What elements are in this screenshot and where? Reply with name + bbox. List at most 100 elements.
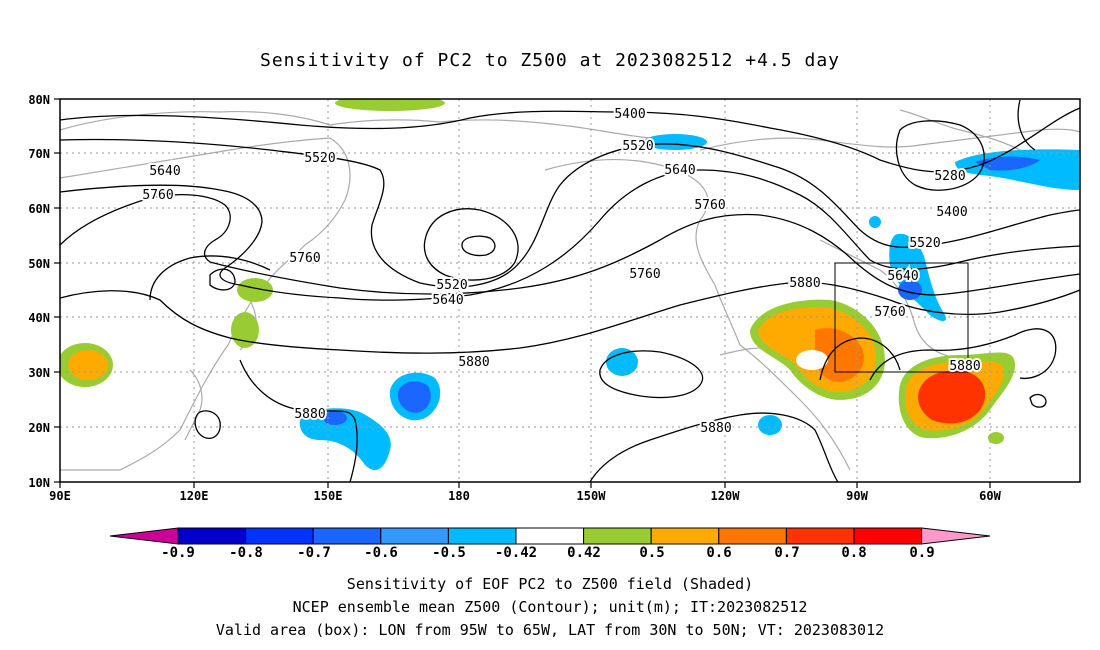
contour-5880-small bbox=[194, 410, 221, 439]
contour-labels: 5400 5520 5520 5640 5640 5760 5760 5280 … bbox=[140, 105, 982, 438]
lat-label: 60N bbox=[28, 202, 50, 216]
colorbar-label: 0.7 bbox=[774, 545, 799, 561]
colorbar-label: -0.9 bbox=[161, 545, 195, 561]
gridlines bbox=[60, 99, 1080, 482]
colorbar-arrow-high bbox=[921, 527, 991, 545]
valid-area-box bbox=[834, 262, 969, 373]
contour-label: 5640 bbox=[149, 164, 180, 179]
contour-5280 bbox=[895, 120, 985, 191]
blob-hole bbox=[796, 350, 828, 370]
contour-5760b bbox=[149, 255, 271, 301]
map-frame bbox=[59, 98, 1081, 483]
colorbar-arrow-low bbox=[109, 527, 179, 545]
contour-5880e bbox=[869, 328, 1057, 381]
lon-label: 60W bbox=[979, 489, 1001, 503]
lat-label: 80N bbox=[28, 93, 50, 107]
contour-5880 bbox=[60, 281, 1080, 354]
contour-label: 5520 bbox=[622, 139, 653, 154]
colorbar-label: -0.8 bbox=[229, 545, 263, 561]
contour-5760 bbox=[60, 194, 1080, 296]
contour-5520 bbox=[60, 138, 1080, 288]
contour-5880-closed bbox=[599, 350, 704, 399]
contour-label: 5520 bbox=[436, 278, 467, 293]
colorbar-segment bbox=[312, 527, 382, 545]
contour-5880d bbox=[819, 337, 901, 381]
colorbar bbox=[109, 527, 991, 545]
blob-negative bbox=[869, 216, 881, 228]
blob-positive bbox=[335, 99, 445, 111]
colorbar-segment bbox=[650, 527, 720, 545]
colorbar-label: -0.7 bbox=[297, 545, 331, 561]
lat-label: 70N bbox=[28, 147, 50, 161]
blob-negative bbox=[898, 280, 922, 300]
lat-label: 10N bbox=[28, 476, 50, 490]
caption-line-3: Valid area (box): LON from 95W to 65W, L… bbox=[215, 621, 885, 639]
blob-positive bbox=[231, 312, 259, 348]
blob-positive bbox=[237, 278, 273, 302]
colorbar-segment bbox=[447, 527, 517, 545]
lon-label: 90E bbox=[49, 489, 71, 503]
colorbar-segment bbox=[583, 527, 652, 545]
blob-negative bbox=[299, 408, 391, 470]
colorbar-label: 0.42 bbox=[567, 545, 601, 561]
contour-label: 5760 bbox=[694, 198, 725, 213]
contour-5520-inner bbox=[461, 235, 496, 257]
contour-5880-tiny bbox=[1029, 393, 1047, 408]
lon-label: 120E bbox=[180, 489, 209, 503]
colorbar-label: -0.5 bbox=[432, 545, 466, 561]
blob-negative bbox=[889, 233, 946, 322]
lon-label: 150W bbox=[577, 489, 607, 503]
colorbar-segment bbox=[177, 527, 247, 545]
colorbar-label: 0.9 bbox=[909, 545, 934, 561]
colorbar-segment bbox=[380, 527, 449, 545]
colorbar-segment bbox=[718, 527, 787, 545]
colorbar-label: 0.6 bbox=[706, 545, 731, 561]
blob-positive bbox=[918, 370, 986, 424]
lon-label: 180 bbox=[448, 489, 470, 503]
contour-5520-low bbox=[423, 208, 519, 281]
contour-label: 5520 bbox=[304, 151, 335, 166]
lon-labels: 90E 120E 150E 180 150W 120W 90W 60W bbox=[49, 489, 1001, 503]
lat-labels: 80N 70N 60N 50N 40N 30N 20N 10N bbox=[28, 93, 50, 490]
contour-label: 5880 bbox=[789, 276, 820, 291]
colorbar-labels: -0.9 -0.8 -0.7 -0.6 -0.5 -0.42 0.42 0.5 … bbox=[161, 545, 935, 561]
lat-label: 30N bbox=[28, 366, 50, 380]
blob-positive bbox=[815, 328, 864, 382]
contour-label: 5760 bbox=[142, 188, 173, 203]
contour-5880b bbox=[239, 359, 358, 482]
colorbar-label: 0.8 bbox=[841, 545, 866, 561]
colorbar-label: -0.42 bbox=[495, 545, 537, 561]
lat-label: 20N bbox=[28, 421, 50, 435]
blob-positive bbox=[988, 432, 1004, 444]
contour-label: 5400 bbox=[614, 107, 645, 122]
blob-negative bbox=[397, 381, 431, 413]
sensitivity-map: 5400 5520 5520 5640 5640 5760 5760 5280 … bbox=[28, 93, 1081, 561]
colorbar-segment bbox=[853, 527, 923, 545]
lon-label: 90W bbox=[846, 489, 868, 503]
lat-label: 50N bbox=[28, 257, 50, 271]
contour-label: 5880 bbox=[294, 407, 325, 422]
contour-label: 5640 bbox=[432, 293, 463, 308]
colorbar-segment bbox=[245, 527, 314, 545]
lon-label: 150E bbox=[314, 489, 343, 503]
blob-negative bbox=[606, 348, 638, 376]
contour-5880c bbox=[589, 412, 839, 482]
lon-label: 120W bbox=[711, 489, 741, 503]
contour-label: 5880 bbox=[700, 421, 731, 436]
blob-negative bbox=[758, 415, 782, 435]
contour-5400b bbox=[1017, 99, 1036, 151]
blob-negative bbox=[323, 411, 347, 425]
tick-marks bbox=[54, 98, 991, 488]
colorbar-label: -0.6 bbox=[364, 545, 398, 561]
z500-contours bbox=[60, 99, 1080, 482]
contour-label: 5640 bbox=[887, 269, 918, 284]
contour-5760-closed bbox=[209, 268, 236, 291]
contour-label: 5760 bbox=[629, 267, 660, 282]
colorbar-segment bbox=[785, 527, 855, 545]
contour-5640 bbox=[60, 169, 1080, 301]
contour-label: 5280 bbox=[934, 169, 965, 184]
colorbar-segment bbox=[515, 527, 585, 545]
contour-label: 5760 bbox=[874, 305, 905, 320]
contour-5400 bbox=[60, 107, 1080, 173]
caption-line-2: NCEP ensemble mean Z500 (Contour); unit(… bbox=[292, 598, 808, 616]
